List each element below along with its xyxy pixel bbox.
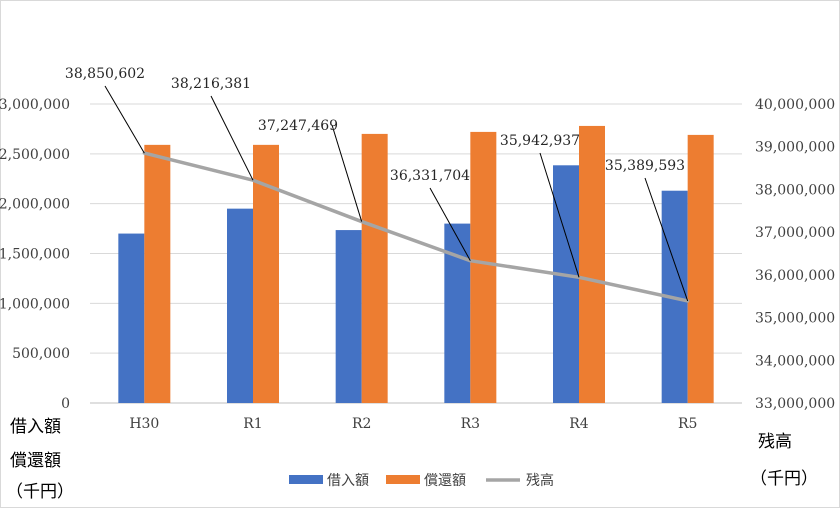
x-tick-label: R2 bbox=[352, 416, 371, 432]
leader-line bbox=[331, 124, 363, 222]
y-right-title-line-2: （千円） bbox=[750, 469, 818, 489]
y-right-title-line-1: 残高 bbox=[758, 432, 792, 452]
y-axis-right-ticks: 33,000,000 34,000,000 35,000,000 36,000,000… bbox=[755, 97, 835, 412]
legend-item-borrowing: 借入額 bbox=[289, 473, 369, 489]
leader-line bbox=[429, 187, 471, 261]
y-right-tick-label: 33,000,000 bbox=[755, 396, 835, 412]
data-label: 37,247,469 bbox=[258, 118, 338, 134]
balance-line bbox=[142, 151, 690, 303]
x-tick-label: R5 bbox=[678, 416, 697, 432]
legend-item-balance: 残高 bbox=[486, 472, 554, 489]
x-axis-ticks: H30 R1 R2 R3 R4 R5 bbox=[129, 416, 697, 432]
y-right-tick-label: 39,000,000 bbox=[755, 140, 835, 156]
data-label: 35,942,937 bbox=[500, 133, 580, 149]
y-right-tick-label: 35,000,000 bbox=[755, 311, 835, 327]
data-label: 35,389,593 bbox=[605, 158, 685, 174]
y-left-tick-label: 2,000,000 bbox=[0, 197, 70, 213]
legend-item-repayment: 償還額 bbox=[386, 473, 466, 489]
y-left-tick-label: 2,500,000 bbox=[0, 147, 70, 163]
bar bbox=[687, 134, 714, 403]
bar bbox=[335, 230, 362, 403]
y-left-title-line-1: 借入額 bbox=[10, 417, 61, 437]
bar-series bbox=[118, 125, 714, 403]
leader-line bbox=[104, 85, 145, 154]
x-tick-label: H30 bbox=[129, 416, 159, 432]
y-left-title-line-3: （千円） bbox=[6, 482, 74, 502]
y-right-tick-label: 36,000,000 bbox=[755, 268, 835, 284]
legend-swatch-borrowing bbox=[289, 475, 323, 484]
bar bbox=[361, 133, 388, 403]
bar bbox=[118, 233, 145, 403]
legend-label-borrowing: 借入額 bbox=[327, 473, 369, 489]
leader-line bbox=[539, 152, 580, 278]
y-right-tick-label: 34,000,000 bbox=[755, 353, 835, 369]
legend-swatch-repayment bbox=[386, 475, 420, 484]
x-tick-label: R4 bbox=[569, 416, 589, 432]
gridlines bbox=[90, 103, 742, 404]
x-tick-label: R3 bbox=[461, 416, 480, 432]
bar bbox=[227, 208, 253, 403]
y-axis-left-title: 借入額 償還額 （千円） bbox=[6, 417, 74, 502]
legend-label-balance: 残高 bbox=[526, 472, 554, 489]
line-series bbox=[142, 151, 690, 303]
y-left-tick-label: 1,000,000 bbox=[0, 296, 70, 312]
data-label: 38,216,381 bbox=[171, 76, 251, 92]
leader-line bbox=[644, 177, 689, 302]
x-tick-label: R1 bbox=[243, 416, 262, 432]
y-left-tick-label: 0 bbox=[61, 396, 70, 412]
leader-line bbox=[210, 95, 254, 181]
legend: 借入額 償還額 残高 bbox=[289, 472, 554, 489]
y-left-tick-label: 500,000 bbox=[12, 346, 70, 362]
bar bbox=[553, 165, 579, 403]
data-labels: 38,850,602 38,216,381 37,247,469 36,331,704… bbox=[65, 66, 685, 184]
y-axis-left-ticks: 0 500,000 1,000,000 1,500,000 2,000,000 2,500… bbox=[0, 97, 70, 412]
y-left-tick-label: 3,000,000 bbox=[0, 97, 70, 113]
y-right-tick-label: 40,000,000 bbox=[755, 97, 835, 113]
y-right-tick-label: 37,000,000 bbox=[755, 225, 835, 241]
data-label: 36,331,704 bbox=[390, 168, 470, 184]
y-left-tick-label: 1,500,000 bbox=[0, 247, 70, 263]
legend-label-repayment: 償還額 bbox=[424, 473, 466, 489]
y-left-title-line-2: 償還額 bbox=[10, 451, 61, 471]
y-axis-right-title: 残高 （千円） bbox=[750, 432, 818, 489]
data-label-leaders bbox=[104, 85, 689, 302]
y-right-tick-label: 38,000,000 bbox=[755, 182, 835, 198]
bar bbox=[470, 131, 497, 403]
data-label: 38,850,602 bbox=[65, 66, 145, 82]
bar bbox=[579, 125, 605, 403]
bar bbox=[444, 223, 471, 403]
bar bbox=[144, 144, 171, 403]
